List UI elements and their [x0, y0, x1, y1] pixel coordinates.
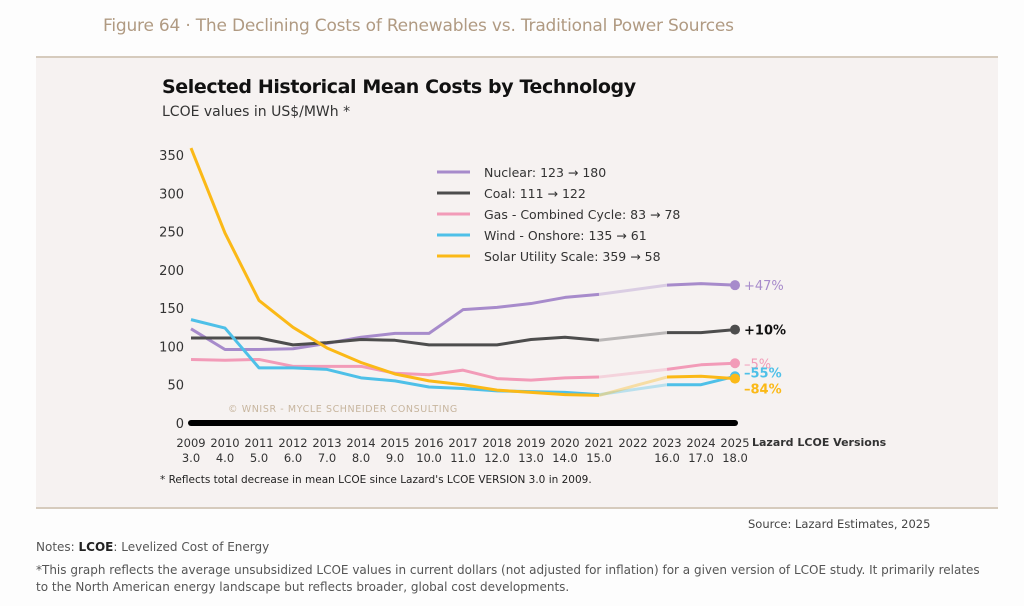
x-tick-version: 18.0 — [722, 451, 748, 465]
notes-description: *This graph reflects the average unsubsi… — [36, 563, 980, 594]
figure-title: Figure 64 · The Declining Costs of Renew… — [103, 16, 734, 36]
legend-label: Wind - Onshore: 135 → 61 — [484, 228, 647, 243]
x-tick-year: 2017 — [448, 436, 477, 450]
series-line — [666, 374, 736, 381]
series-change-label: –84% — [744, 383, 782, 398]
legend-label: Gas - Combined Cycle: 83 → 78 — [484, 207, 680, 222]
x-tick-year: 2019 — [516, 436, 545, 450]
x-tick-version: 4.0 — [216, 451, 234, 465]
series-wind-onshore: –55% — [190, 318, 782, 397]
legend-item: Solar Utility Scale: 359 → 58 — [437, 249, 661, 264]
series-group: +47% +10% –5%–55% –84% — [189, 147, 786, 398]
chart-title: Selected Historical Mean Costs by Techno… — [162, 76, 636, 98]
x-tick-year: 2010 — [210, 436, 239, 450]
x-tick-version: 6.0 — [284, 451, 302, 465]
source-text: Source: Lazard Estimates, 2025 — [748, 517, 931, 531]
x-tick-version: 15.0 — [586, 451, 612, 465]
x-tick-version: 9.0 — [386, 451, 404, 465]
y-tick-label: 200 — [159, 264, 184, 279]
legend-label: Nuclear: 123 → 180 — [484, 165, 606, 180]
x-tick-version: 17.0 — [688, 451, 714, 465]
series-solar-utility-scale: –84% — [189, 147, 782, 398]
x-tick-year: 2021 — [584, 436, 613, 450]
legend-label: Solar Utility Scale: 359 → 58 — [484, 249, 661, 264]
series-line — [190, 318, 600, 397]
y-tick-label: 150 — [159, 302, 184, 317]
watermark: © WNISR - MYCLE SCHNEIDER CONSULTING — [228, 404, 458, 415]
notes: Notes: LCOE: Levelized Cost of Energy — [36, 540, 269, 554]
series-line — [666, 282, 736, 287]
series-line — [190, 357, 600, 382]
series-gap-bridge — [598, 383, 668, 397]
legend-item: Coal: 111 → 122 — [437, 186, 586, 201]
series-end-marker — [730, 324, 740, 335]
legend-label: Coal: 111 → 122 — [484, 186, 586, 201]
x-tick-version: 3.0 — [182, 451, 200, 465]
series-change-label: –55% — [744, 366, 782, 381]
x-tick-version: 8.0 — [352, 451, 370, 465]
series-gap-bridge — [598, 375, 668, 397]
x-tick-year: 2016 — [414, 436, 443, 450]
x-tick-year: 2023 — [652, 436, 681, 450]
series-gap-bridge — [598, 283, 668, 296]
series-gap-bridge — [598, 367, 668, 379]
x-tick-version: 16.0 — [654, 451, 680, 465]
x-tick-version: 12.0 — [484, 451, 510, 465]
notes-definition: : Levelized Cost of Energy — [113, 540, 270, 554]
series-coal: +10% — [191, 324, 786, 347]
y-axis: 0 50 100 150 200 250 300 350 — [159, 149, 738, 432]
x-tick-year: 2022 — [618, 436, 647, 450]
series-change-label: –5% — [744, 357, 771, 372]
series-line — [667, 328, 736, 335]
series-gap-bridge — [598, 331, 668, 342]
x-tick-year: 2012 — [278, 436, 307, 450]
x-tick-version: 5.0 — [250, 451, 268, 465]
series-end-marker — [730, 373, 740, 384]
x-tick-year: 2025 — [720, 436, 749, 450]
x-axis-label: Lazard LCOE Versions — [752, 436, 887, 449]
x-tick-year: 2011 — [244, 436, 273, 450]
x-tick-version: 11.0 — [450, 451, 476, 465]
chart-footnote: * Reflects total decrease in mean LCOE s… — [160, 474, 592, 486]
x-tick-year: 2009 — [176, 436, 205, 450]
series-line — [191, 335, 600, 347]
y-tick-label: 300 — [159, 187, 184, 202]
x-tick-version: 10.0 — [416, 451, 442, 465]
y-tick-label: 100 — [159, 340, 184, 355]
legend: Nuclear: 123 → 180 Coal: 111 → 122 Gas - C… — [437, 165, 680, 264]
x-tick-year: 2013 — [312, 436, 341, 450]
chart-panel — [36, 56, 998, 509]
x-tick-version: 13.0 — [518, 451, 544, 465]
chart-subtitle: LCOE values in US$/MWh * — [162, 104, 351, 120]
series-nuclear: +47% — [190, 279, 784, 351]
y-tick-label: 250 — [159, 226, 184, 241]
series-end-marker — [730, 358, 740, 369]
y-tick-label: 50 — [167, 379, 184, 394]
x-tick-version: 14.0 — [552, 451, 578, 465]
x-tick-version: 7.0 — [318, 451, 336, 465]
x-tick-year: 2014 — [346, 436, 375, 450]
legend-item: Gas - Combined Cycle: 83 → 78 — [437, 207, 680, 222]
x-tick-year: 2018 — [482, 436, 511, 450]
x-tick-year: 2015 — [380, 436, 409, 450]
series-line — [190, 292, 600, 351]
y-tick-label: 0 — [176, 417, 184, 432]
notes-prefix: Notes: — [36, 540, 79, 554]
x-tick-year: 2020 — [550, 436, 579, 450]
series-change-label: +10% — [744, 324, 786, 339]
legend-item: Wind - Onshore: 135 → 61 — [437, 228, 647, 243]
y-tick-label: 350 — [159, 149, 184, 164]
x-tick-year: 2024 — [686, 436, 715, 450]
series-line — [189, 147, 600, 397]
legend-item: Nuclear: 123 → 180 — [437, 165, 606, 180]
series-end-marker — [730, 280, 740, 291]
series-line — [666, 361, 736, 371]
notes-term: LCOE — [78, 540, 114, 554]
series-change-label: +47% — [744, 279, 784, 294]
